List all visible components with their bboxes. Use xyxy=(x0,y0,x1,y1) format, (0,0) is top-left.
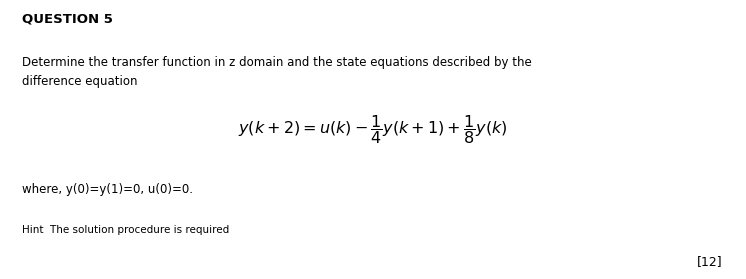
Text: [12]: [12] xyxy=(697,255,722,268)
Text: $y(k + 2) = u(k) - \dfrac{1}{4}y(k + 1) + \dfrac{1}{8}y(k)$: $y(k + 2) = u(k) - \dfrac{1}{4}y(k + 1) … xyxy=(238,113,508,146)
Text: where, y(0)=y(1)=0, u(0)=0.: where, y(0)=y(1)=0, u(0)=0. xyxy=(22,183,193,196)
Text: Determine the transfer function in z domain and the state equations described by: Determine the transfer function in z dom… xyxy=(22,56,532,88)
Text: QUESTION 5: QUESTION 5 xyxy=(22,13,113,26)
Text: Hint  The solution procedure is required: Hint The solution procedure is required xyxy=(22,225,230,235)
